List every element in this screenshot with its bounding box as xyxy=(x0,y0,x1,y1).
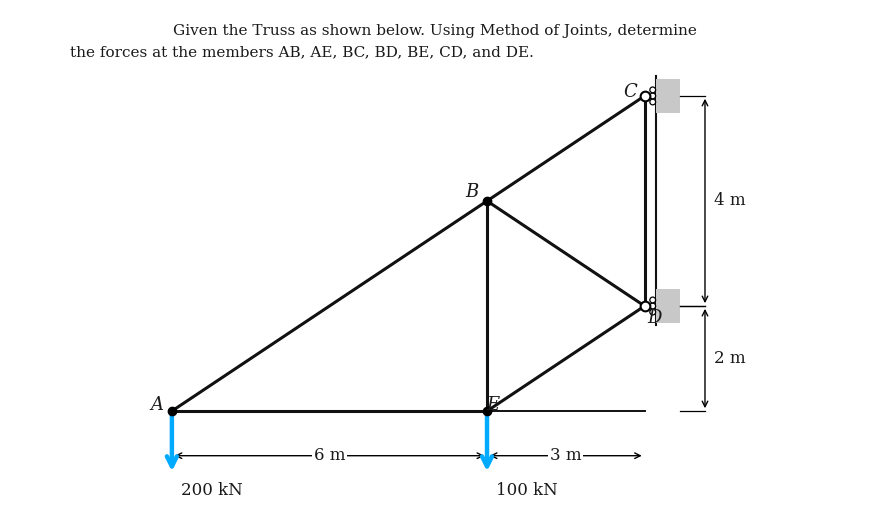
Text: 2 m: 2 m xyxy=(714,350,746,367)
Text: 3 m: 3 m xyxy=(550,447,581,464)
Circle shape xyxy=(650,99,655,105)
Circle shape xyxy=(650,303,655,309)
Text: 100 kN: 100 kN xyxy=(496,482,558,499)
Text: E: E xyxy=(487,396,500,414)
Bar xyxy=(656,289,680,323)
Text: B: B xyxy=(466,183,479,201)
Text: Given the Truss as shown below. Using Method of Joints, determine: Given the Truss as shown below. Using Me… xyxy=(173,24,696,38)
Bar xyxy=(656,79,680,113)
Text: 6 m: 6 m xyxy=(314,447,345,464)
Text: 200 kN: 200 kN xyxy=(182,482,243,499)
Circle shape xyxy=(650,93,655,99)
Text: 4 m: 4 m xyxy=(714,193,746,210)
Text: C: C xyxy=(623,83,637,101)
Circle shape xyxy=(650,309,655,315)
Text: the forces at the members AB, AE, BC, BD, BE, CD, and DE.: the forces at the members AB, AE, BC, BD… xyxy=(70,45,534,59)
Circle shape xyxy=(650,87,655,93)
Circle shape xyxy=(650,297,655,303)
Text: A: A xyxy=(150,396,163,414)
Text: D: D xyxy=(647,308,661,327)
